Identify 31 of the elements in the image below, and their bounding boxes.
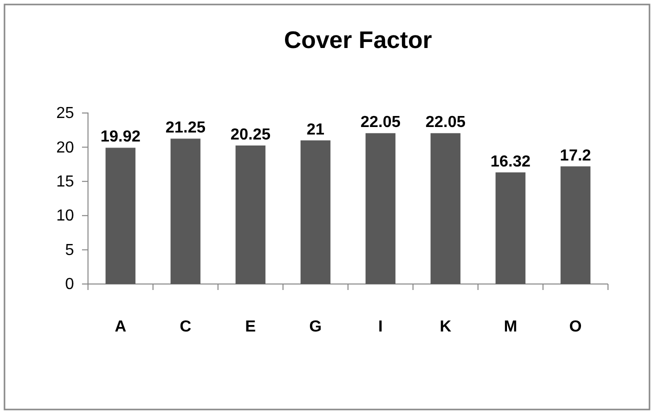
x-tick-label: K [440,318,452,336]
data-label: 21 [306,121,324,138]
data-label: 17.2 [560,147,592,164]
bar [560,166,590,284]
x-tick-label: C [180,318,192,336]
x-tick-label: A [114,318,127,336]
bar [430,133,460,284]
bar [496,172,526,284]
y-tick-label: 25 [56,105,74,122]
bar [236,145,266,284]
data-label: 22.05 [425,114,466,132]
data-label: 16.32 [490,153,531,170]
data-label: 20.25 [230,126,271,144]
x-tick-label: G [309,318,322,336]
chart-title: Cover Factor [284,27,432,54]
bar [106,148,136,284]
y-tick-label: 5 [65,242,74,259]
y-tick-label: 0 [65,276,74,294]
data-label: 22.05 [360,114,401,132]
x-tick-label: E [245,318,256,336]
data-label: 21.25 [165,120,206,137]
x-tick-label: I [378,318,383,336]
y-tick-label: 20 [56,139,74,156]
data-label: 19.92 [100,128,141,146]
bar [300,140,330,284]
x-tick-label: O [569,318,582,336]
y-tick-label: 15 [56,174,74,191]
bar [170,138,200,284]
bar [366,133,396,284]
y-tick-label: 10 [56,208,74,225]
x-tick-label: M [504,318,518,336]
